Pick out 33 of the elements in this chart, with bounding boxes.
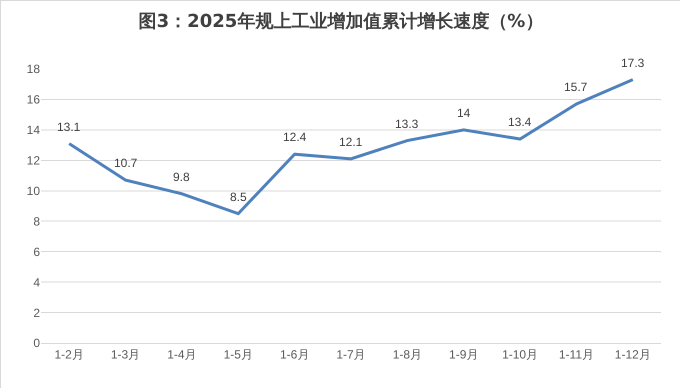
x-tick-label: 1-11月 [558, 347, 594, 362]
x-tick-label: 1-9月 [449, 347, 478, 362]
x-tick-label: 1-10月 [502, 347, 538, 362]
y-tick-label: 18 [26, 62, 40, 76]
data-label: 9.8 [173, 170, 190, 184]
data-label: 13.1 [57, 120, 81, 134]
y-tick-label: 14 [26, 123, 40, 138]
x-tick-label: 1-12月 [614, 347, 651, 362]
x-tick-label: 1-5月 [224, 347, 253, 362]
data-label: 8.5 [230, 190, 248, 204]
y-tick-label: 0 [33, 336, 40, 350]
x-tick-label: 1-4月 [167, 347, 197, 362]
x-tick-label: 1-8月 [392, 347, 422, 362]
y-tick-label: 12 [26, 154, 40, 168]
y-tick-label: 2 [33, 306, 40, 320]
y-tick-label: 10 [26, 184, 40, 198]
data-label: 15.7 [564, 80, 588, 94]
data-label: 12.4 [283, 130, 307, 144]
data-label: 12.1 [339, 135, 363, 149]
data-label: 13.3 [395, 117, 419, 131]
y-tick-label: 16 [26, 92, 40, 107]
x-tick-label: 1-7月 [336, 347, 366, 362]
y-tick-label: 6 [33, 244, 40, 259]
chart-title: 图3：2025年规上工业增加值累计增长速度（%） [138, 11, 544, 32]
y-tick-label: 4 [33, 275, 40, 290]
data-label: 17.3 [621, 56, 645, 70]
data-label: 14 [457, 106, 471, 120]
data-label: 13.4 [508, 115, 532, 129]
x-tick-label: 1-3月 [110, 347, 140, 362]
x-tick-label: 1-2月 [54, 347, 84, 362]
x-tick-label: 1-6月 [280, 347, 310, 362]
y-tick-label: 8 [33, 214, 40, 228]
data-label: 10.7 [114, 156, 138, 170]
